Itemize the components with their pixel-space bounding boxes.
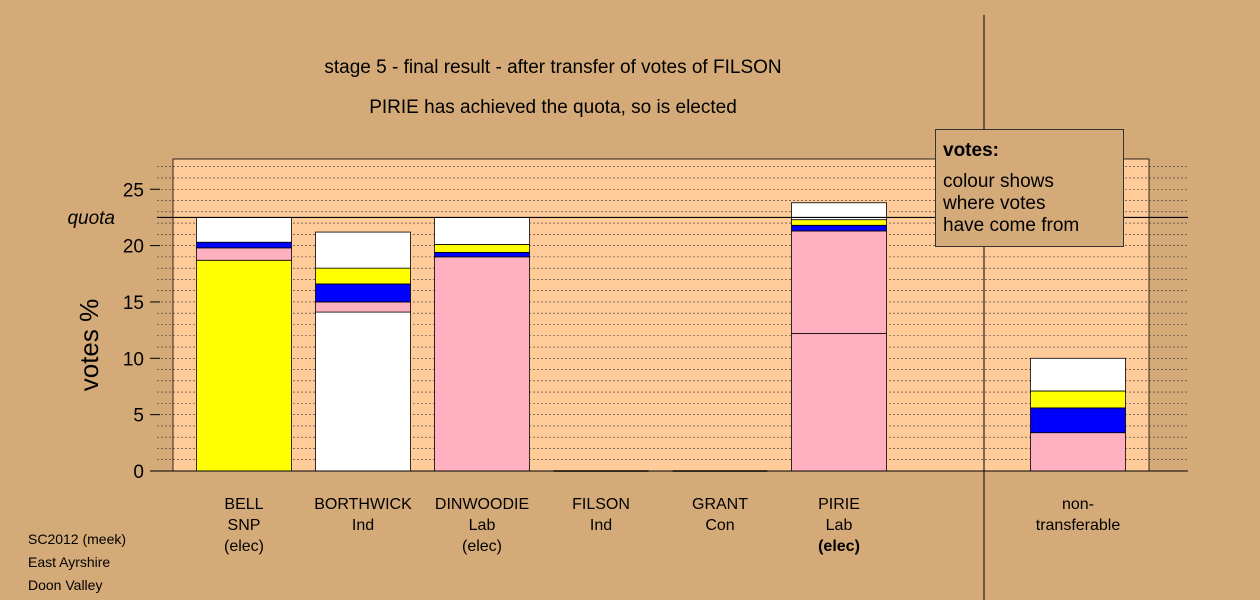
y-tick-label: 0 (133, 462, 144, 483)
bar-segment (434, 217, 530, 245)
legend-line: have come from (943, 215, 1080, 236)
bar-segment (315, 283, 411, 303)
category-label: Ind (352, 517, 374, 534)
bar-segment (315, 311, 411, 472)
bar-segment (791, 333, 887, 472)
category-label: (elec) (462, 538, 502, 555)
y-tick-label: 25 (123, 180, 144, 201)
legend: votes: colour shows where votes have com… (935, 129, 1124, 247)
category-label: Ind (590, 517, 612, 534)
bar-segment (315, 267, 411, 285)
category-label: (elec) (224, 538, 264, 555)
bar-segment (1030, 390, 1126, 409)
bar-segment (791, 219, 887, 226)
legend-line: where votes (943, 193, 1046, 214)
y-tick-label: 15 (123, 293, 144, 314)
category-label: GRANT (692, 496, 748, 513)
bar-segment (434, 256, 530, 472)
category-label: SNP (228, 517, 261, 534)
category-label: BORTHWICK (314, 496, 412, 513)
category-labels: BELL SNP (elec) BORTHWICK Ind DINWOODIE Lab (el… (224, 496, 1120, 555)
y-axis: 0 5 10 15 20 25 (123, 180, 160, 483)
bar-segment (434, 251, 530, 258)
bar-segment (791, 202, 887, 221)
y-tick-label: 5 (133, 406, 144, 427)
category-label: Con (705, 517, 734, 534)
category-label: transferable (1036, 517, 1121, 534)
footer-council: East Ayrshire (28, 554, 111, 570)
chart-subtitle: PIRIE has achieved the quota, so is elec… (369, 97, 737, 118)
quota-label: quota (67, 208, 115, 229)
category-label: FILSON (572, 496, 630, 513)
bar-segment (315, 231, 411, 269)
category-label: Lab (826, 517, 853, 534)
bar-segment (791, 230, 887, 334)
bar-segment (1030, 407, 1126, 434)
y-axis-label: votes % (74, 299, 104, 392)
category-label: (elec) (818, 538, 860, 555)
category-label: non- (1062, 496, 1094, 513)
legend-title: votes: (943, 140, 999, 161)
bars (196, 202, 1126, 472)
category-label: Lab (469, 517, 496, 534)
bar-segment (791, 224, 887, 232)
category-label: PIRIE (818, 496, 860, 513)
category-label: DINWOODIE (435, 496, 529, 513)
bar-segment (1030, 432, 1126, 472)
bar-segment (196, 259, 292, 472)
bar-segment (196, 241, 292, 249)
footer-ward: Doon Valley (28, 577, 103, 593)
bar-segment (315, 301, 411, 313)
y-tick-label: 10 (123, 349, 144, 370)
bar-segment (1030, 357, 1126, 392)
footer-source: SC2012 (meek) (28, 531, 127, 547)
y-tick-label: 20 (123, 237, 144, 258)
bar-segment (196, 217, 292, 243)
legend-line: colour shows (943, 171, 1054, 192)
bar-segment (196, 247, 292, 261)
category-label: BELL (224, 496, 263, 513)
bar-segment (434, 244, 530, 253)
chart-title: stage 5 - final result - after transfer … (324, 57, 781, 78)
